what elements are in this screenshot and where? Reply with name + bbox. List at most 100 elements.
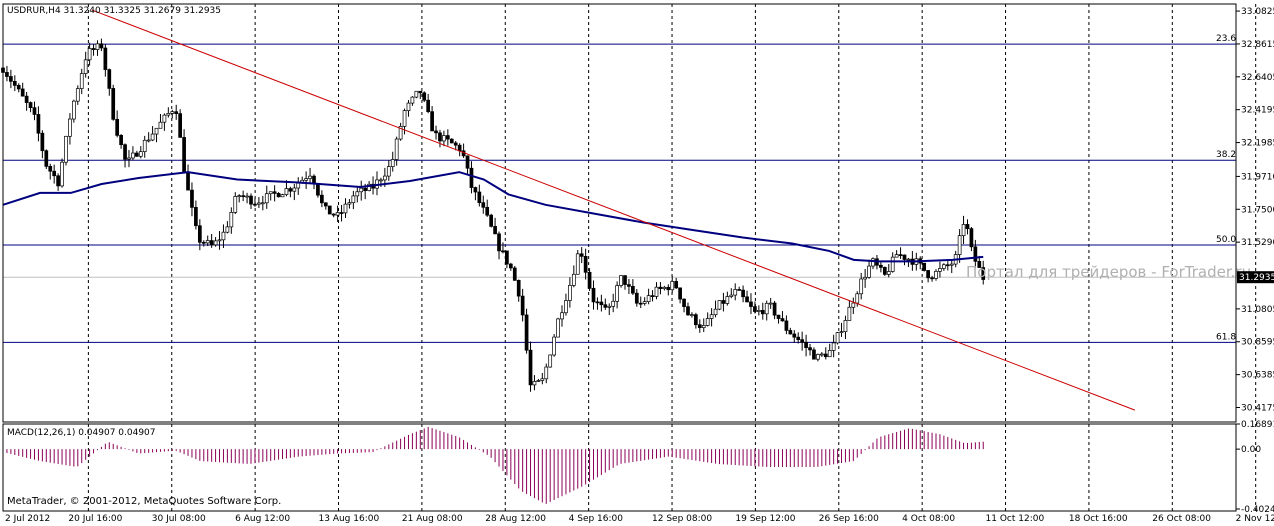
candle-body bbox=[99, 43, 104, 49]
fibo-label: 38.2 bbox=[1216, 150, 1236, 160]
candle-body bbox=[816, 354, 820, 360]
candle-body bbox=[272, 191, 277, 194]
price-label: 32.4195 bbox=[1241, 106, 1274, 116]
candle-body bbox=[977, 260, 982, 268]
candle-body bbox=[111, 88, 116, 120]
candle-body bbox=[166, 113, 171, 116]
candle-body bbox=[138, 151, 143, 157]
candle-body bbox=[902, 254, 907, 260]
candle-body bbox=[792, 333, 797, 338]
candle-body bbox=[568, 285, 572, 301]
candle-body bbox=[213, 240, 218, 246]
copyright-text: MetaTrader, © 2001-2012, MetaQuotes Soft… bbox=[7, 496, 281, 507]
symbol-header: USDRUR,H4 31.3240 31.3325 31.2679 31.293… bbox=[7, 6, 221, 16]
time-label: 28 Aug 12:00 bbox=[485, 514, 546, 524]
candle-body bbox=[701, 325, 706, 329]
candle-body bbox=[249, 195, 253, 205]
candle-body bbox=[949, 263, 954, 266]
candle-body bbox=[316, 183, 320, 196]
candle-body bbox=[886, 271, 891, 275]
candle-body bbox=[827, 350, 832, 358]
trendline[interactable] bbox=[91, 9, 1136, 411]
time-label: 21 Aug 08:00 bbox=[402, 514, 463, 524]
candle-body bbox=[402, 110, 407, 127]
candle-body bbox=[973, 246, 978, 262]
candle-body bbox=[131, 152, 135, 159]
current-price-label: 31.2935 bbox=[1237, 271, 1274, 284]
candle-body bbox=[666, 286, 671, 291]
candle-body bbox=[493, 226, 497, 235]
price-label: 31.0805 bbox=[1241, 305, 1274, 315]
time-label: 12 Sep 08:00 bbox=[652, 514, 712, 524]
price-label: 30.4175 bbox=[1241, 403, 1274, 413]
time-label: 26 Sep 16:00 bbox=[819, 514, 879, 524]
candle-body bbox=[379, 179, 383, 182]
candle-body bbox=[127, 157, 131, 160]
candles bbox=[1, 38, 986, 392]
candle-body bbox=[591, 287, 596, 303]
candle-body bbox=[40, 132, 45, 152]
candle-body bbox=[709, 314, 714, 319]
candle-body bbox=[780, 318, 785, 322]
candle-body bbox=[367, 183, 371, 191]
candle-body bbox=[969, 228, 974, 248]
candle-body bbox=[819, 353, 824, 356]
candle-body bbox=[835, 332, 840, 344]
time-label: 13 Aug 16:00 bbox=[319, 514, 380, 524]
candle-body bbox=[9, 76, 13, 82]
candle-body bbox=[599, 301, 604, 306]
candle-body bbox=[906, 258, 911, 261]
candle-body bbox=[749, 301, 753, 307]
candle-body bbox=[363, 187, 368, 191]
candle-body bbox=[36, 114, 41, 134]
candle-body bbox=[729, 294, 734, 297]
time-label: 4 Sep 16:00 bbox=[569, 514, 624, 524]
candle-body bbox=[103, 47, 108, 70]
candle-body bbox=[170, 111, 175, 114]
candle-body bbox=[87, 48, 92, 61]
candle-body bbox=[355, 191, 360, 197]
candle-body bbox=[839, 331, 844, 334]
candle-body bbox=[142, 139, 147, 152]
candle-body bbox=[634, 292, 639, 304]
candle-body bbox=[12, 81, 17, 86]
candle-body bbox=[182, 137, 186, 173]
watermark-text: Портал для трейдеров - ForTrader.ru bbox=[966, 263, 1251, 281]
price-label: 31.7500 bbox=[1241, 205, 1274, 215]
fibonacci-levels: 23.6 38.2 50.0 61.8 bbox=[3, 34, 1236, 343]
candle-body bbox=[831, 342, 836, 351]
candle-body bbox=[320, 194, 324, 204]
time-label: 30 Jul 08:00 bbox=[152, 514, 206, 524]
price-label: 32.1985 bbox=[1241, 139, 1274, 149]
candle-body bbox=[194, 207, 198, 227]
macd-header: MACD(12,26,1) 0.04907 0.04907 bbox=[7, 428, 156, 438]
candle-body bbox=[583, 256, 588, 273]
candle-body bbox=[473, 187, 478, 193]
fibo-label: 23.6 bbox=[1216, 34, 1236, 44]
time-label: 26 Oct 08:00 bbox=[1152, 514, 1211, 524]
candle-body bbox=[753, 306, 757, 312]
time-axis: 2 Jul 2012 20 Jul 16:00 30 Jul 08:00 6 Aug … bbox=[5, 514, 1274, 524]
candle-body bbox=[879, 264, 883, 268]
candle-body bbox=[575, 253, 580, 275]
candle-body bbox=[280, 194, 285, 198]
candle-body bbox=[603, 304, 608, 308]
candle-body bbox=[938, 268, 942, 272]
time-label: 18 Oct 16:00 bbox=[1069, 514, 1128, 524]
candle-body bbox=[205, 240, 210, 244]
candle-body bbox=[16, 85, 21, 90]
candle-body bbox=[481, 202, 486, 208]
macd-histogram bbox=[2, 426, 984, 504]
time-label: 2 Jul 2012 bbox=[5, 514, 50, 524]
candle-body bbox=[339, 212, 344, 214]
candle-body bbox=[383, 175, 387, 181]
time-label: 6 Aug 12:00 bbox=[235, 514, 290, 524]
candle-body bbox=[859, 278, 864, 295]
candle-body bbox=[934, 271, 938, 279]
chart-grid bbox=[87, 4, 1257, 511]
candle-body bbox=[552, 336, 556, 356]
candle-body bbox=[595, 301, 600, 304]
candle-body bbox=[221, 231, 226, 241]
candle-body bbox=[721, 300, 726, 304]
